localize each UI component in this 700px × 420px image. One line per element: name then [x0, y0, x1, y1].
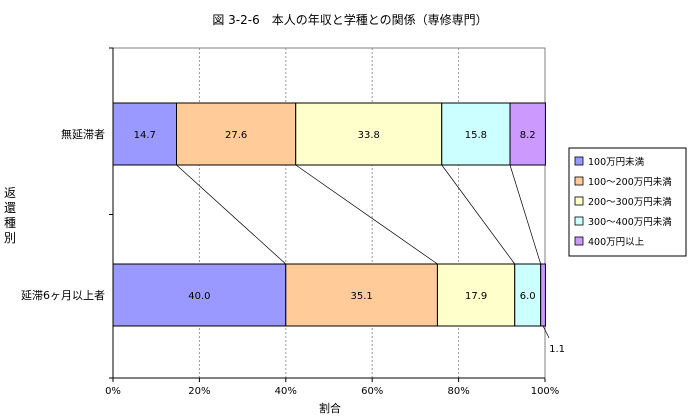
legend-label: 200～300万円未満 — [588, 196, 672, 208]
x-tick-label: 80% — [447, 386, 469, 397]
x-axis-label: 割合 — [319, 401, 341, 415]
series-line — [509, 164, 542, 265]
data-label: 27.6 — [225, 130, 247, 141]
legend-swatch — [574, 236, 584, 246]
legend-swatch — [574, 176, 584, 186]
data-label: 33.8 — [358, 130, 380, 141]
data-label: 1.1 — [549, 344, 565, 355]
series-line — [441, 164, 516, 265]
plot-background — [113, 48, 545, 378]
bar-segment — [176, 102, 297, 166]
bar-segment — [441, 102, 511, 166]
bar-segment — [514, 263, 542, 327]
plot-area: 0% 20% 40% 60% 80% 100% 無延滞者 14.7 27.6 33.8 15.8 8.… — [21, 47, 565, 397]
legend-swatch — [574, 196, 584, 206]
bar-segment — [285, 263, 438, 327]
data-label: 15.8 — [465, 130, 487, 141]
y-category-label: 延滞6ヶ月以上者 — [21, 289, 105, 302]
legend-label: 400万円以上 — [588, 237, 645, 248]
data-label: 35.1 — [350, 291, 372, 302]
bar-segment — [112, 102, 178, 166]
y-category-label: 無延滞者 — [61, 127, 105, 141]
y-axis-label-char: 還 — [4, 201, 16, 215]
data-label-leader — [542, 325, 550, 339]
legend-swatch — [574, 216, 584, 226]
x-tick-label: 0% — [105, 386, 121, 397]
data-label: 40.0 — [188, 291, 210, 302]
data-label: 8.2 — [520, 130, 536, 141]
x-tick-label: 60% — [361, 386, 383, 397]
bar-segment — [295, 102, 443, 166]
x-tick-label: 100% — [531, 386, 560, 397]
x-tick-label: 20% — [188, 386, 210, 397]
y-axis-label-char: 返 — [4, 186, 16, 200]
data-label: 17.9 — [465, 291, 487, 302]
bar-segment — [436, 263, 516, 327]
bar-segment — [112, 263, 287, 327]
legend-box — [568, 147, 687, 257]
legend-label: 100万円未満 — [588, 156, 645, 168]
legend-label: 300～400万円未満 — [588, 216, 672, 228]
legend: 100万円未満 100～200万円未満 200～300万円未満 300～400万円未満… — [568, 147, 687, 257]
y-axis-label: 返還種別 — [4, 186, 16, 245]
y-axis-label-char: 種 — [4, 216, 16, 230]
chart-title: 図 3-2-6 本人の年収と学種との関係（専修専門） — [212, 12, 487, 27]
y-axis-label-char: 別 — [4, 231, 16, 245]
data-label: 14.7 — [134, 130, 156, 141]
x-tick-label: 40% — [275, 386, 297, 397]
legend-swatch — [574, 156, 584, 166]
series-line — [295, 164, 438, 265]
data-label: 6.0 — [520, 291, 536, 302]
bar-segment — [540, 263, 546, 327]
series-line — [176, 164, 287, 265]
legend-label: 100～200万円未満 — [588, 176, 672, 188]
bar-segment — [509, 102, 546, 166]
